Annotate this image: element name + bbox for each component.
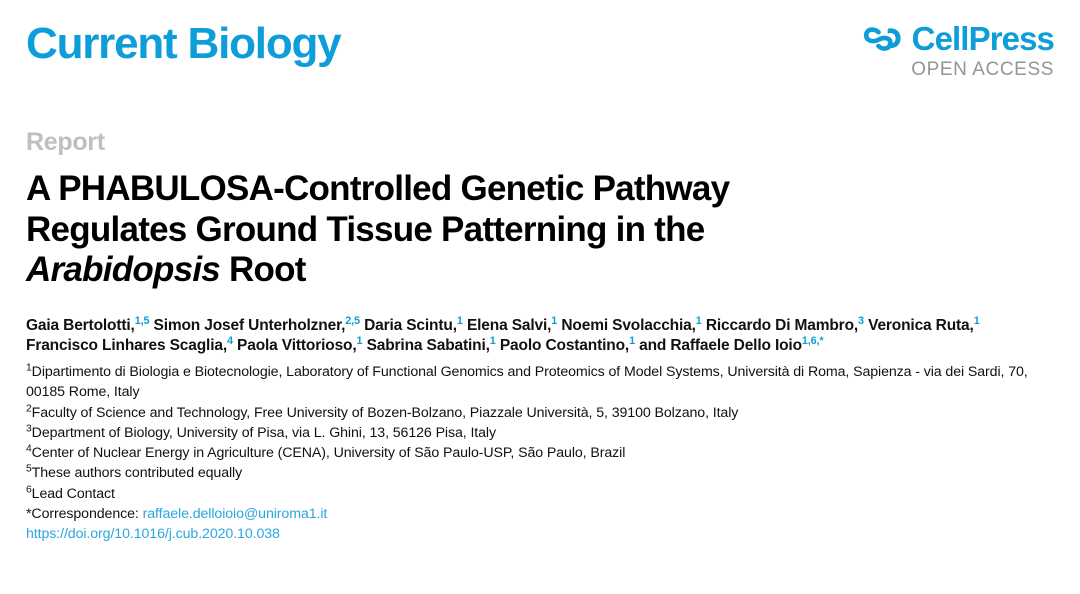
author-name: Simon Josef Unterholzner, <box>153 316 346 334</box>
author-affiliation-marker: 1,6,* <box>801 335 824 348</box>
affiliation-item: 6Lead Contact <box>26 484 1054 504</box>
author-name: Francisco Linhares Scaglia, <box>26 337 227 355</box>
author-name: Gaia Bertolotti, <box>26 316 135 334</box>
publisher-logo-block[interactable]: CellPress OPEN ACCESS <box>863 20 1055 80</box>
correspondence-line: *Correspondence: raffaele.delloioio@unir… <box>26 504 1054 524</box>
affiliation-marker: 2 <box>26 402 32 414</box>
affiliation-item: 2Faculty of Science and Technology, Free… <box>26 403 1054 423</box>
doi-link[interactable]: https://doi.org/10.1016/j.cub.2020.10.03… <box>26 526 280 543</box>
correspondence-email-link[interactable]: raffaele.delloioio@uniroma1.it <box>142 506 328 523</box>
author-name: and Raffaele Dello Ioio <box>639 337 802 355</box>
masthead: Current Biology CellPress OPEN ACCESS <box>26 0 1055 104</box>
title-species-italic: Arabidopsis <box>26 250 221 290</box>
open-access-label: OPEN ACCESS <box>911 59 1054 80</box>
journal-title: Current Biology <box>26 19 342 68</box>
author-affiliation-marker: 2,5 <box>345 314 360 327</box>
author-affiliation-marker: 1 <box>489 335 496 348</box>
affiliation-text: Center of Nuclear Energy in Agriculture … <box>31 445 626 462</box>
author-name: Daria Scintu, <box>364 316 457 334</box>
author-affiliation-marker: 1 <box>695 314 702 327</box>
correspondence-label: *Correspondence: <box>26 506 143 523</box>
author-name: Riccardo Di Mambro, <box>705 316 859 334</box>
affiliation-list: 1Dipartimento di Biologia e Biotecnologi… <box>26 362 1054 545</box>
author-list: Gaia Bertolotti,1,5 Simon Josef Unterhol… <box>26 314 1054 357</box>
author-affiliation-marker: 1 <box>356 335 363 348</box>
publisher-wordmark: CellPress <box>911 20 1055 57</box>
publisher-logo-row: CellPress <box>863 20 1055 57</box>
affiliation-marker: 1 <box>26 362 32 374</box>
affiliation-item: 1Dipartimento di Biologia e Biotecnologi… <box>26 362 1054 403</box>
affiliation-item: 5These authors contributed equally <box>26 463 1054 483</box>
author-affiliation-marker: 3 <box>858 314 864 327</box>
author-name: Elena Salvi, <box>466 316 552 334</box>
affiliation-item: 3Department of Biology, University of Pi… <box>26 423 1054 443</box>
page-title: A PHABULOSA-Controlled Genetic Pathway R… <box>26 169 746 291</box>
author-affiliation-marker: 1 <box>629 335 635 348</box>
affiliation-marker: 4 <box>26 443 32 455</box>
affiliation-text: Department of Biology, University of Pis… <box>31 424 496 441</box>
title-part-2: Root <box>220 250 306 290</box>
author-name: Sabrina Sabatini, <box>366 337 490 355</box>
affiliation-text: These authors contributed equally <box>31 465 243 482</box>
author-name: Paola Vittorioso, <box>237 337 357 355</box>
doi-line: https://doi.org/10.1016/j.cub.2020.10.03… <box>26 524 1054 544</box>
title-part-1: A PHABULOSA-Controlled Genetic Pathway R… <box>26 169 730 249</box>
cellpress-swirl-icon <box>863 26 901 51</box>
author-name: Veronica Ruta, <box>868 316 974 334</box>
author-affiliation-marker: 1 <box>456 314 463 327</box>
author-name: Paolo Costantino, <box>499 337 630 355</box>
affiliation-text: Dipartimento di Biologia e Biotecnologie… <box>26 364 1028 401</box>
affiliation-text: Lead Contact <box>31 485 115 502</box>
affiliation-marker: 6 <box>26 484 32 496</box>
affiliation-marker: 3 <box>26 423 32 435</box>
author-name: Noemi Svolacchia, <box>561 316 696 334</box>
affiliation-lines: 1Dipartimento di Biologia e Biotecnologi… <box>26 362 1054 504</box>
article-type-label: Report <box>26 128 105 156</box>
affiliation-text: Faculty of Science and Technology, Free … <box>31 404 739 421</box>
author-affiliation-marker: 1 <box>551 314 558 327</box>
author-affiliation-marker: 4 <box>226 335 233 348</box>
author-affiliation-marker: 1,5 <box>134 314 150 327</box>
author-affiliation-marker: 1 <box>973 314 980 327</box>
affiliation-marker: 5 <box>26 463 32 475</box>
affiliation-item: 4Center of Nuclear Energy in Agriculture… <box>26 443 1054 463</box>
